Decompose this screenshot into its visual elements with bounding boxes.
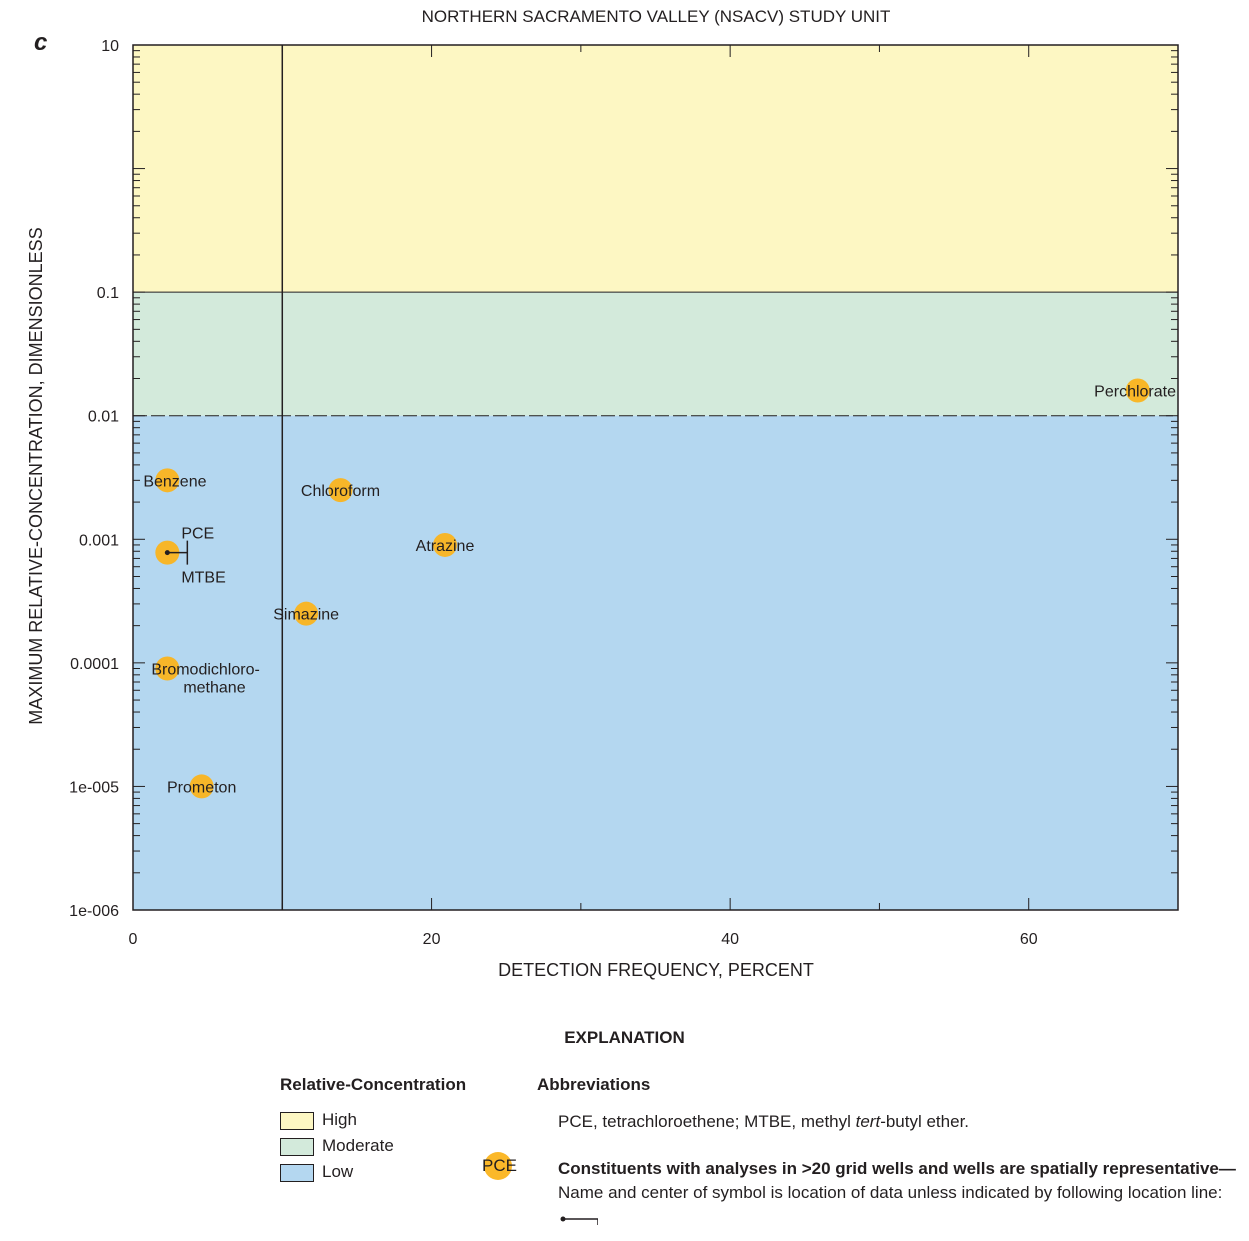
- y-tick-label: 0.1: [97, 285, 119, 302]
- marker-benzene: [155, 468, 180, 493]
- x-tick-label: 60: [1020, 931, 1038, 948]
- plot-frame: [132, 44, 1179, 911]
- x-tick-label: 0: [129, 931, 138, 948]
- point-benzene: Benzene: [143, 468, 207, 493]
- legend-moderate-label: Moderate: [322, 1136, 394, 1155]
- point-atrazine: Atrazine: [416, 532, 475, 557]
- legend-symbol-label: PCE: [482, 1156, 517, 1175]
- chart-title: NORTHERN SACRAMENTO VALLEY (NSACV) STUDY…: [422, 7, 891, 26]
- marker-atrazine: [433, 532, 458, 557]
- point-label-chloroform: Chloroform: [301, 483, 380, 500]
- high-swatch: [280, 1111, 314, 1130]
- legend-item-high: High: [280, 1107, 394, 1133]
- point-bromodichloromethane: Bromodichloro-methane: [151, 656, 260, 697]
- point-label-prometon: Prometon: [167, 779, 236, 796]
- marker-chloroform: [328, 478, 353, 503]
- marker-bromodichloromethane: [155, 656, 180, 681]
- location-line-icon: [560, 1216, 598, 1225]
- marker-simazine: [294, 601, 319, 626]
- point-simazine: Simazine: [273, 601, 339, 626]
- y-tick-label: 0.01: [88, 409, 119, 426]
- legend-heading: EXPLANATION: [564, 1028, 685, 1047]
- low-swatch: [280, 1163, 314, 1182]
- point-mtbe: MTBE: [181, 570, 225, 587]
- symbol-dash: —: [1218, 1159, 1236, 1178]
- point-label-simazine: Simazine: [273, 607, 339, 624]
- abbr-post: -butyl ether.: [880, 1112, 970, 1131]
- band-low: [133, 415, 1178, 910]
- legend-high-label: High: [322, 1110, 357, 1129]
- point-label-benzene: Benzene: [143, 473, 206, 490]
- point-label-bromodichloromethane-2: methane: [183, 680, 245, 697]
- band-high: [133, 45, 1178, 293]
- y-tick-label: 0.0001: [70, 656, 119, 673]
- point-label-atrazine: Atrazine: [416, 538, 475, 555]
- legend-low-label: Low: [322, 1162, 354, 1181]
- concentration-bands: [133, 45, 1178, 910]
- y-tick-label: 10: [101, 38, 119, 55]
- abbr-italic: tert: [855, 1112, 881, 1131]
- data-points: Perchlorate Benzene Chloroform Atrazine PCE M…: [143, 378, 1176, 799]
- x-tick-label: 40: [721, 931, 739, 948]
- legend-rc-title: Relative-Concentration: [280, 1075, 467, 1094]
- legend-rc-list: High Moderate Low: [280, 1107, 394, 1185]
- point-chloroform: Chloroform: [301, 478, 380, 503]
- legend-item-moderate: Moderate: [280, 1133, 394, 1159]
- y-tick-label: 1e-006: [69, 903, 119, 920]
- x-axis-label: DETECTION FREQUENCY, PERCENT: [498, 960, 814, 980]
- y-tick-label: 0.001: [79, 532, 119, 549]
- point-label-bromodichloromethane: Bromodichloro-: [151, 662, 259, 679]
- y-axis-label: MAXIMUM RELATIVE-CONCENTRATION, DIMENSIO…: [26, 227, 46, 724]
- legend-symbol-description: Constituents with analyses in >20 grid w…: [558, 1157, 1248, 1229]
- marker-prometon: [189, 774, 214, 799]
- point-label-perchlorate: Perchlorate: [1094, 383, 1176, 400]
- legend-abbr-text: PCE, tetrachloroethene; MTBE, methyl ter…: [558, 1112, 969, 1132]
- legend-symbol-marker: [484, 1152, 512, 1180]
- scatter-chart: Perchlorate Benzene Chloroform Atrazine PCE M…: [26, 7, 1179, 980]
- symbol-text: Name and center of symbol is location of…: [558, 1183, 1223, 1202]
- moderate-swatch: [280, 1137, 314, 1156]
- y-tick-label: 1e-005: [69, 779, 119, 796]
- point-perchlorate: Perchlorate: [1094, 378, 1176, 403]
- x-tick-label: 20: [423, 931, 441, 948]
- legend-item-low: Low: [280, 1159, 394, 1185]
- point-label-mtbe: MTBE: [181, 570, 225, 587]
- marker-perchlorate: [1125, 378, 1150, 403]
- symbol-bold-text: Constituents with analyses in >20 grid w…: [558, 1159, 1219, 1178]
- point-pce: PCE: [155, 526, 214, 565]
- abbr-pre: PCE, tetrachloroethene; MTBE, methyl: [558, 1112, 856, 1131]
- axes: 0 20 40 60 10 0.1 0.01 0.001 0.0001 1e-005 1e-006: [69, 38, 1179, 948]
- gridlines: [133, 45, 1178, 910]
- panel-letter: c: [34, 29, 47, 56]
- point-label-pce: PCE: [181, 526, 214, 543]
- legend-abbr-title: Abbreviations: [537, 1075, 651, 1094]
- band-moderate: [133, 292, 1178, 416]
- point-prometon: Prometon: [167, 774, 236, 799]
